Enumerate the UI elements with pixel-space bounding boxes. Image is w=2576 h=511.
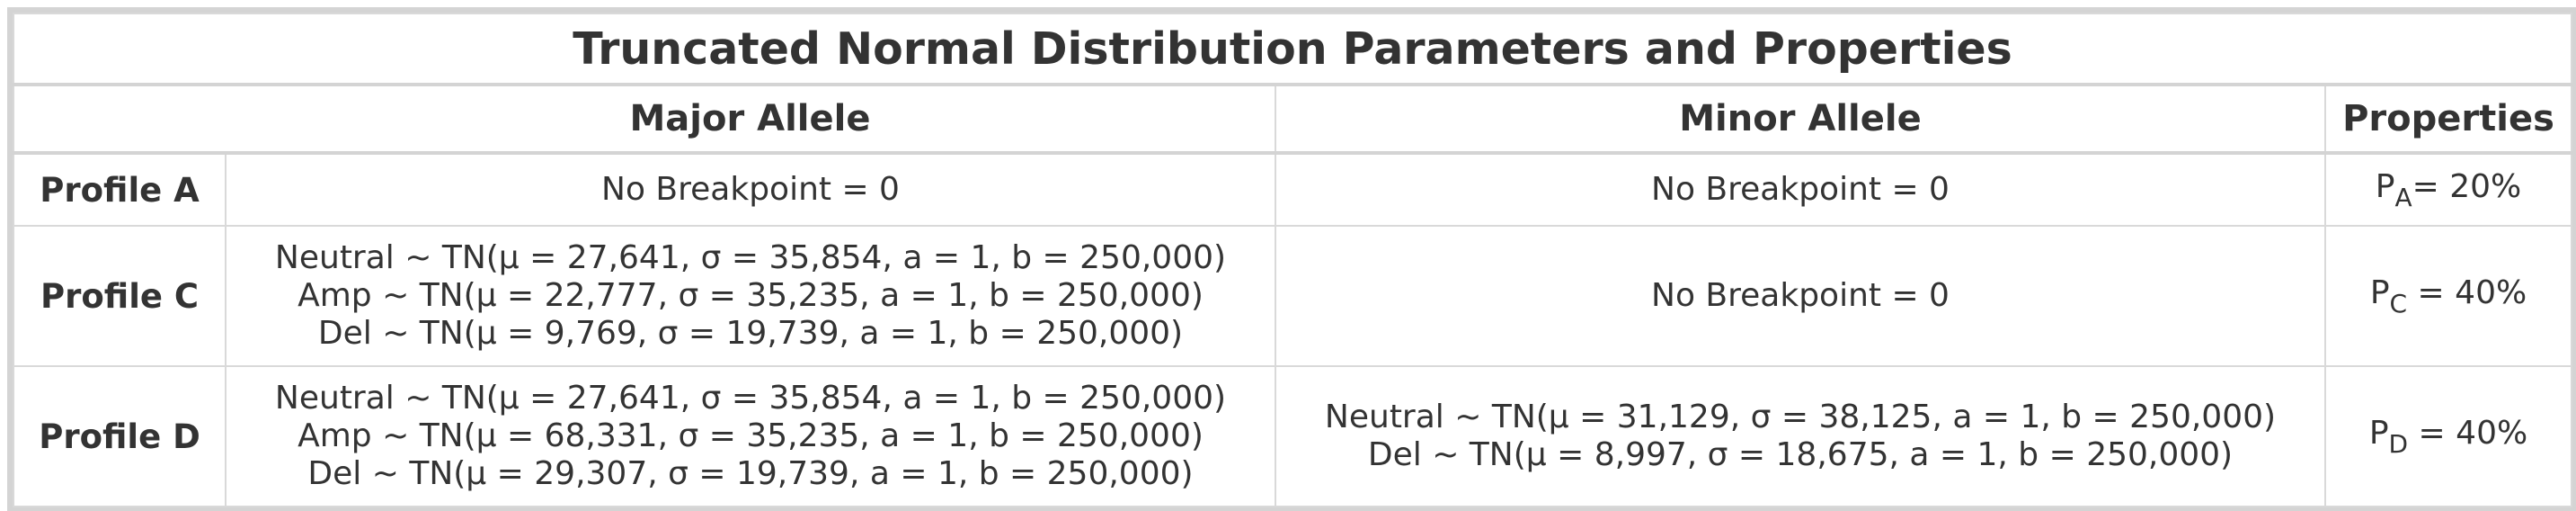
major-allele-cell: Neutral ~ TN(μ = 27,641, σ = 35,854, a =… <box>225 225 1276 367</box>
cell-line: Del ~ TN(μ = 29,307, σ = 19,739, a = 1, … <box>307 455 1194 492</box>
properties-cell: PC = 40% <box>2323 225 2573 367</box>
table-row: Profile C Neutral ~ TN(μ = 27,641, σ = 3… <box>13 225 2573 367</box>
minor-allele-cell: No Breakpoint = 0 <box>1275 152 2326 227</box>
header-major-allele: Major Allele <box>226 84 1276 155</box>
table-title: Truncated Normal Distribution Parameters… <box>12 13 2573 86</box>
row-label: Profile D <box>13 365 227 507</box>
properties-cell: PA= 20% <box>2323 152 2573 227</box>
cell-line: Amp ~ TN(μ = 68,331, σ = 35,235, a = 1, … <box>298 417 1204 454</box>
cell-line: Amp ~ TN(μ = 22,777, σ = 35,235, a = 1, … <box>298 277 1204 314</box>
row-label: Profile A <box>13 152 227 227</box>
properties-cell: PD = 40% <box>2323 365 2573 507</box>
cell-line: No Breakpoint = 0 <box>601 171 900 208</box>
table-row: Profile A No Breakpoint = 0 No Breakpoin… <box>13 152 2573 227</box>
prop-subscript: A <box>2394 182 2412 212</box>
prop-subscript: C <box>2389 288 2408 318</box>
table-frame: Truncated Normal Distribution Parameters… <box>7 7 2576 511</box>
table-row: Profile D Neutral ~ TN(μ = 27,641, σ = 3… <box>13 365 2573 507</box>
prop-value: = 40% <box>2407 273 2527 311</box>
prop-value: = 40% <box>2408 414 2528 452</box>
cell-line: Del ~ TN(μ = 8,997, σ = 18,675, a = 1, b… <box>1367 436 2234 473</box>
row-label: Profile C <box>13 225 227 367</box>
major-allele-cell: No Breakpoint = 0 <box>225 152 1276 227</box>
cell-line: Neutral ~ TN(μ = 27,641, σ = 35,854, a =… <box>274 239 1227 276</box>
cell-line: Neutral ~ TN(μ = 27,641, σ = 35,854, a =… <box>274 380 1227 417</box>
cell-line: No Breakpoint = 0 <box>1651 277 1950 314</box>
prop-base: P <box>2369 273 2390 311</box>
prop-subscript: D <box>2388 428 2409 459</box>
header-properties: Properties <box>2323 84 2573 155</box>
cell-line: No Breakpoint = 0 <box>1651 171 1950 208</box>
minor-allele-cell: Neutral ~ TN(μ = 31,129, σ = 38,125, a =… <box>1275 365 2326 507</box>
parameters-table: Truncated Normal Distribution Parameters… <box>12 13 2573 507</box>
cell-line: Del ~ TN(μ = 9,769, σ = 19,739, a = 1, b… <box>317 315 1184 352</box>
major-allele-cell: Neutral ~ TN(μ = 27,641, σ = 35,854, a =… <box>225 365 1276 507</box>
prop-value: = 20% <box>2412 167 2522 205</box>
header-corner <box>13 84 226 155</box>
header-minor-allele: Minor Allele <box>1275 84 2326 155</box>
prop-base: P <box>2368 414 2389 452</box>
header-row: Major Allele Minor Allele Properties <box>13 84 2573 155</box>
minor-allele-cell: No Breakpoint = 0 <box>1275 225 2326 367</box>
title-row: Truncated Normal Distribution Parameters… <box>12 13 2573 86</box>
prop-base: P <box>2375 167 2395 205</box>
cell-line: Neutral ~ TN(μ = 31,129, σ = 38,125, a =… <box>1324 399 2277 435</box>
